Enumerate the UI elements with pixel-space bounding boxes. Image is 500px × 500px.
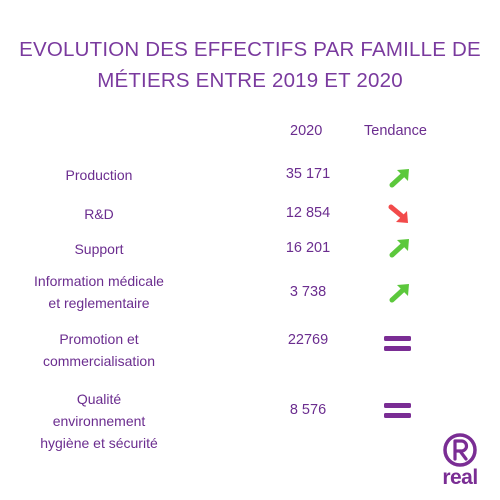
real-logo: real [434, 432, 486, 490]
header-trend: Tendance [364, 123, 427, 139]
arrow-up-right-icon [380, 166, 416, 190]
logo-text: real [442, 466, 478, 489]
row-value-information-medicale: 3 738 [289, 284, 327, 300]
row-value-promotion: 22769 [287, 332, 329, 348]
row-value-support: 16 201 [285, 240, 331, 256]
registered-r-icon [443, 433, 477, 467]
arrow-up-right-icon [380, 281, 416, 305]
arrow-up-right-icon [380, 236, 416, 260]
row-label-promotion: Promotion et commercialisation [42, 331, 156, 369]
header-year: 2020 [290, 123, 323, 139]
page-title: EVOLUTION DES EFFECTIFS PAR FAMILLE DE M… [0, 34, 500, 96]
row-label-production: Production [65, 167, 133, 183]
row-value-qualite: 8 576 [289, 402, 327, 418]
row-label-qualite: Qualité environnement hygiène et sécurit… [40, 391, 158, 451]
row-label-support: Support [74, 241, 124, 257]
row-value-production: 35 171 [285, 166, 331, 182]
row-value-rd: 12 854 [285, 205, 331, 221]
equals-icon [380, 399, 416, 423]
arrow-down-right-icon [380, 202, 416, 226]
title-line-1: EVOLUTION DES EFFECTIFS PAR FAMILLE DE [19, 38, 481, 61]
row-label-information-medicale: Information médicale et reglementaire [34, 273, 164, 311]
row-label-rd: R&D [84, 206, 114, 222]
equals-icon [380, 332, 416, 356]
title-line-2: MÉTIERS ENTRE 2019 ET 2020 [97, 69, 403, 92]
